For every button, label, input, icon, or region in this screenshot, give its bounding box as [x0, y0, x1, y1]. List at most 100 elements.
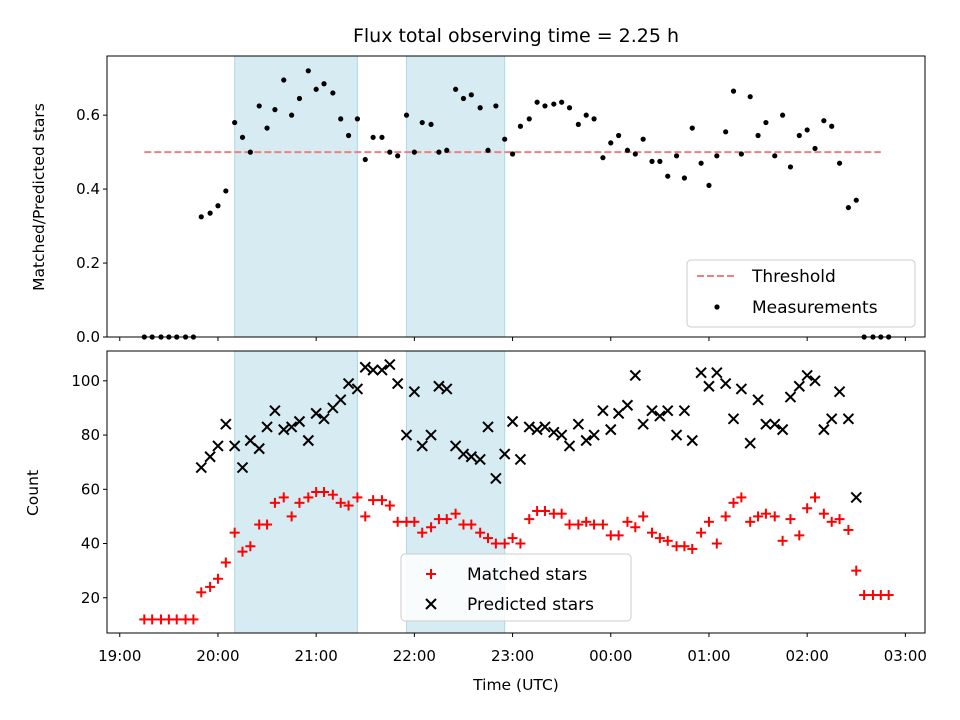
- predicted-star-point: [686, 434, 698, 447]
- measurement-point: [345, 132, 352, 139]
- matched-star-point: [483, 533, 494, 544]
- predicted-star-point: [342, 377, 355, 390]
- bottom-shaded-interval-0: [234, 350, 358, 634]
- matched-star-point: [662, 535, 673, 546]
- matched-star-point: [237, 546, 248, 557]
- matched-star-point: [687, 543, 698, 554]
- bottom-x-tick-label: 02:00: [786, 647, 829, 665]
- predicted-star-point: [842, 413, 855, 425]
- matched-star-point: [409, 516, 420, 527]
- bottom-x-tick-label: 21:00: [295, 647, 338, 665]
- measurement-point: [575, 121, 581, 128]
- predicted-star-point: [548, 426, 560, 439]
- measurement-point: [305, 68, 311, 74]
- matched-star-point: [613, 530, 624, 541]
- predicted-star-point: [408, 385, 421, 398]
- matched-star-point: [171, 614, 182, 625]
- bottom-x-tick-label: 00:00: [589, 647, 632, 665]
- predicted-star-point: [367, 364, 379, 376]
- matched-star-point: [794, 530, 805, 541]
- measurement-point: [551, 101, 557, 107]
- matched-star-point: [851, 565, 862, 576]
- measurement-point: [853, 197, 859, 203]
- measurement-point: [419, 119, 425, 126]
- measurement-point: [698, 160, 704, 166]
- measurement-point: [780, 112, 786, 118]
- predicted-star-point: [719, 377, 732, 390]
- matched-star-point: [319, 487, 330, 497]
- predicted-star-point: [490, 472, 502, 485]
- measurement-point: [723, 129, 729, 135]
- matched-star-point: [343, 500, 354, 511]
- predicted-star-point: [514, 453, 527, 466]
- measurement-point: [804, 127, 810, 133]
- top-legend: Threshold Measurements: [686, 259, 916, 328]
- measurement-point: [640, 136, 646, 142]
- matched-star-point: [507, 533, 518, 544]
- predicted-star-point: [391, 377, 404, 390]
- matched-star-point: [630, 522, 641, 533]
- measurement-point: [256, 103, 262, 109]
- measurement-point: [534, 99, 540, 105]
- matched-star-point: [728, 497, 739, 508]
- bottom-y-tick-label: 80: [81, 426, 100, 444]
- predicted-star-point: [588, 429, 600, 441]
- bottom-y-tick-label: 40: [81, 535, 100, 553]
- matched-star-point: [679, 541, 690, 552]
- matched-star-point: [556, 508, 567, 519]
- bottom-series-points: [139, 358, 894, 625]
- measurement-point: [223, 188, 229, 194]
- measurement-point: [681, 175, 688, 181]
- predicted-star-point: [769, 418, 781, 430]
- bottom-panel: 20 40 60 80 100 19:00 20:00 21:00 22:00 23:00 00:…: [24, 350, 927, 694]
- measurement-point: [763, 119, 769, 126]
- measurement-point: [714, 153, 720, 159]
- predicted-star-point: [711, 366, 723, 379]
- measurement-point: [657, 158, 663, 164]
- matched-star-point: [286, 511, 297, 522]
- matched-star-point: [769, 511, 780, 522]
- bottom-x-axis-label: Time (UTC): [472, 676, 559, 694]
- matched-star-point: [392, 516, 403, 527]
- matched-star-point: [826, 516, 837, 527]
- predicted-star-point: [302, 434, 315, 447]
- predicted-star-point: [376, 364, 388, 376]
- predicted-star-point: [629, 369, 642, 382]
- measurement-point: [387, 149, 393, 155]
- measurement-point: [812, 145, 818, 152]
- predicted-star-point: [433, 380, 445, 392]
- matched-star-point: [647, 527, 658, 538]
- measurement-point: [411, 149, 417, 155]
- matched-star-point: [499, 538, 510, 549]
- predicted-star-point: [678, 404, 691, 417]
- measurement-point: [706, 182, 712, 189]
- predicted-star-point: [776, 423, 789, 436]
- predicted-star-point: [474, 453, 486, 466]
- predicted-star-point: [760, 418, 772, 430]
- predicted-star-point: [752, 394, 764, 406]
- predicted-star-point: [457, 448, 470, 460]
- matched-star-point: [303, 492, 314, 503]
- predicted-star-point: [498, 448, 511, 460]
- measurement-point: [836, 160, 843, 166]
- predicted-star-point: [801, 369, 813, 382]
- measurement-point: [362, 156, 368, 163]
- matched-star-point: [524, 514, 535, 525]
- legend-matched-swatch: [426, 569, 436, 579]
- matched-star-point: [245, 541, 256, 552]
- matched-star-point: [622, 516, 633, 527]
- predicted-star-point: [833, 385, 846, 398]
- matched-star-point: [426, 522, 437, 533]
- top-y-axis-ticks: 0.0 0.2 0.4 0.6: [76, 106, 107, 346]
- predicted-star-point: [269, 404, 281, 417]
- top-y-tick-label: 0.2: [76, 254, 100, 272]
- matched-star-point: [834, 514, 845, 525]
- matched-star-point: [515, 538, 526, 549]
- top-y-tick-label: 0.4: [76, 180, 100, 198]
- bottom-x-tick-label: 19:00: [98, 647, 141, 665]
- predicted-star-point: [580, 434, 592, 447]
- matched-star-point: [859, 590, 870, 601]
- measurement-point: [755, 132, 761, 139]
- matched-star-point: [753, 511, 764, 522]
- top-y-tick-label: 0.0: [76, 328, 100, 346]
